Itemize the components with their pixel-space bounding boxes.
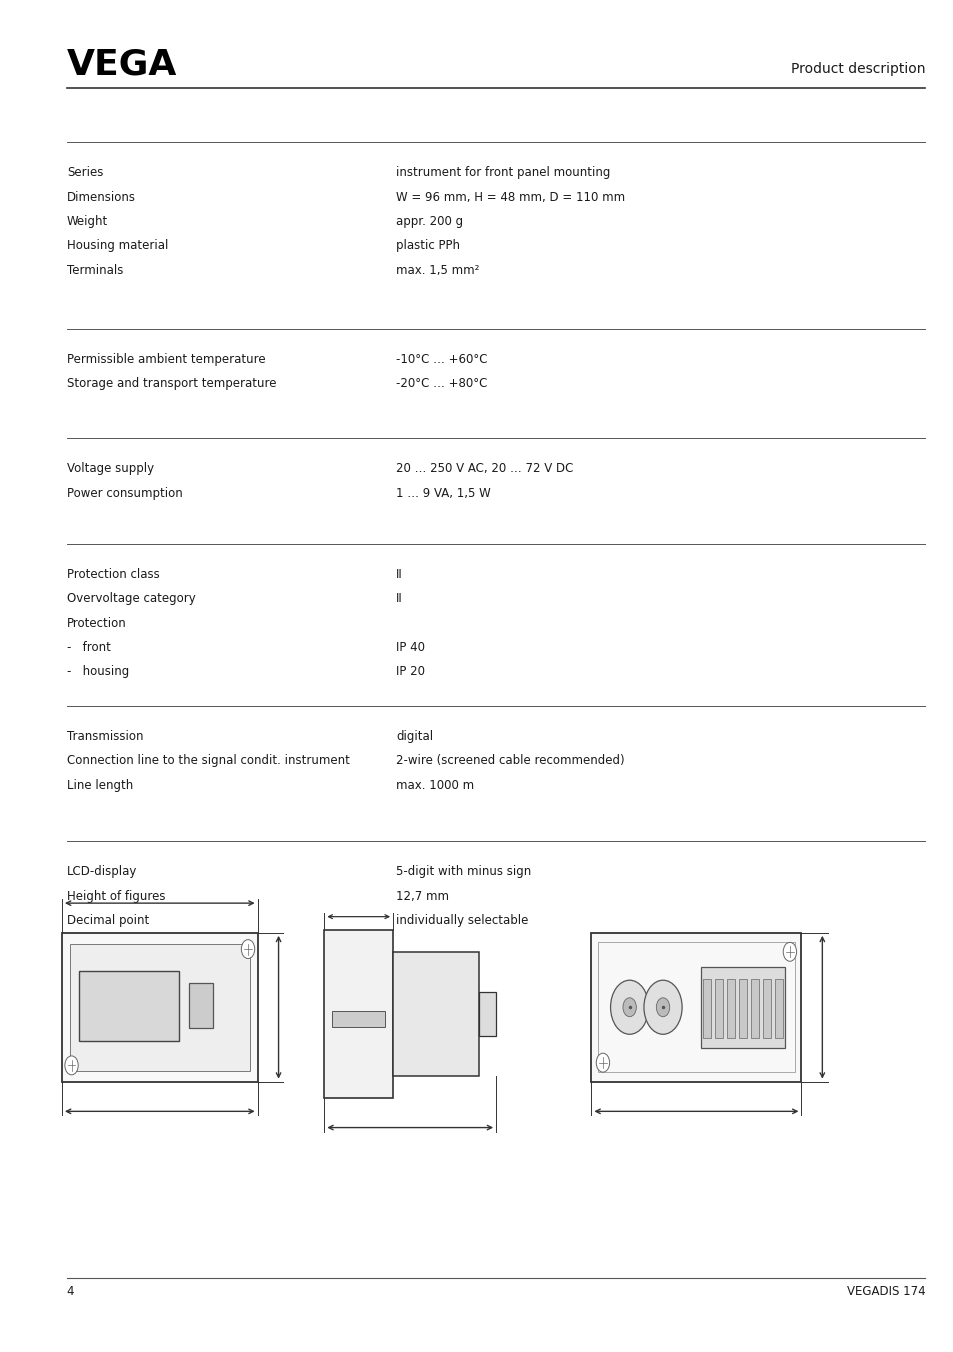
Text: Storage and transport temperature: Storage and transport temperature bbox=[67, 377, 276, 391]
Text: Weight: Weight bbox=[67, 215, 108, 228]
Text: Transmission: Transmission bbox=[67, 730, 143, 744]
Text: Permissible ambient temperature: Permissible ambient temperature bbox=[67, 353, 265, 366]
Text: VEGADIS 174: VEGADIS 174 bbox=[846, 1284, 924, 1298]
Bar bbox=[70, 944, 250, 1071]
Text: Protection class: Protection class bbox=[67, 568, 159, 581]
Bar bbox=[79, 971, 179, 1041]
Circle shape bbox=[610, 980, 648, 1034]
Text: Line length: Line length bbox=[67, 779, 132, 792]
Text: Voltage supply: Voltage supply bbox=[67, 462, 153, 476]
Text: Connection line to the signal condit. instrument: Connection line to the signal condit. in… bbox=[67, 754, 350, 768]
Text: plastic PPh: plastic PPh bbox=[395, 239, 459, 253]
Text: individually selectable: individually selectable bbox=[395, 914, 528, 927]
Bar bbox=[774, 979, 782, 1038]
Bar bbox=[324, 930, 393, 1098]
Text: appr. 200 g: appr. 200 g bbox=[395, 215, 462, 228]
Text: 20 … 250 V AC, 20 … 72 V DC: 20 … 250 V AC, 20 … 72 V DC bbox=[395, 462, 573, 476]
Text: 12,7 mm: 12,7 mm bbox=[395, 890, 449, 903]
Text: Series: Series bbox=[67, 166, 103, 180]
Circle shape bbox=[241, 940, 254, 959]
Bar bbox=[591, 933, 801, 1082]
Bar bbox=[332, 1011, 385, 1028]
Bar bbox=[393, 952, 478, 1076]
Bar bbox=[702, 979, 711, 1038]
Text: max. 1,5 mm²: max. 1,5 mm² bbox=[395, 264, 478, 277]
Bar bbox=[739, 979, 746, 1038]
Text: LCD-display: LCD-display bbox=[67, 865, 137, 879]
Circle shape bbox=[65, 1056, 78, 1075]
Text: Protection: Protection bbox=[67, 617, 127, 630]
Text: -   housing: - housing bbox=[67, 665, 129, 679]
Circle shape bbox=[782, 942, 796, 961]
Text: max. 1000 m: max. 1000 m bbox=[395, 779, 474, 792]
Bar bbox=[715, 979, 722, 1038]
Text: IP 20: IP 20 bbox=[395, 665, 424, 679]
Text: II: II bbox=[395, 592, 402, 606]
Circle shape bbox=[643, 980, 681, 1034]
Text: II: II bbox=[395, 568, 402, 581]
Bar bbox=[700, 967, 784, 1048]
Text: Overvoltage category: Overvoltage category bbox=[67, 592, 195, 606]
Text: -20°C … +80°C: -20°C … +80°C bbox=[395, 377, 487, 391]
Text: VEGA: VEGA bbox=[67, 47, 177, 81]
Text: -10°C … +60°C: -10°C … +60°C bbox=[395, 353, 487, 366]
Text: Height of figures: Height of figures bbox=[67, 890, 165, 903]
Text: IP 40: IP 40 bbox=[395, 641, 424, 654]
Bar bbox=[598, 942, 794, 1072]
Text: 2-wire (screened cable recommended): 2-wire (screened cable recommended) bbox=[395, 754, 624, 768]
Text: W = 96 mm, H = 48 mm, D = 110 mm: W = 96 mm, H = 48 mm, D = 110 mm bbox=[395, 191, 624, 204]
Circle shape bbox=[622, 998, 636, 1017]
Bar bbox=[478, 992, 496, 1036]
Bar bbox=[189, 983, 213, 1028]
Text: instrument for front panel mounting: instrument for front panel mounting bbox=[395, 166, 610, 180]
Bar bbox=[62, 933, 257, 1082]
Text: 1 … 9 VA, 1,5 W: 1 … 9 VA, 1,5 W bbox=[395, 487, 490, 500]
Text: Power consumption: Power consumption bbox=[67, 487, 182, 500]
Bar bbox=[750, 979, 759, 1038]
Text: Decimal point: Decimal point bbox=[67, 914, 149, 927]
Circle shape bbox=[596, 1053, 609, 1072]
Text: Housing material: Housing material bbox=[67, 239, 168, 253]
Text: 4: 4 bbox=[67, 1284, 74, 1298]
Text: Product description: Product description bbox=[790, 62, 924, 76]
Bar bbox=[762, 979, 770, 1038]
Text: Terminals: Terminals bbox=[67, 264, 123, 277]
Circle shape bbox=[656, 998, 669, 1017]
Bar bbox=[726, 979, 735, 1038]
Text: -   front: - front bbox=[67, 641, 111, 654]
Text: Dimensions: Dimensions bbox=[67, 191, 135, 204]
Text: 5-digit with minus sign: 5-digit with minus sign bbox=[395, 865, 531, 879]
Text: digital: digital bbox=[395, 730, 433, 744]
